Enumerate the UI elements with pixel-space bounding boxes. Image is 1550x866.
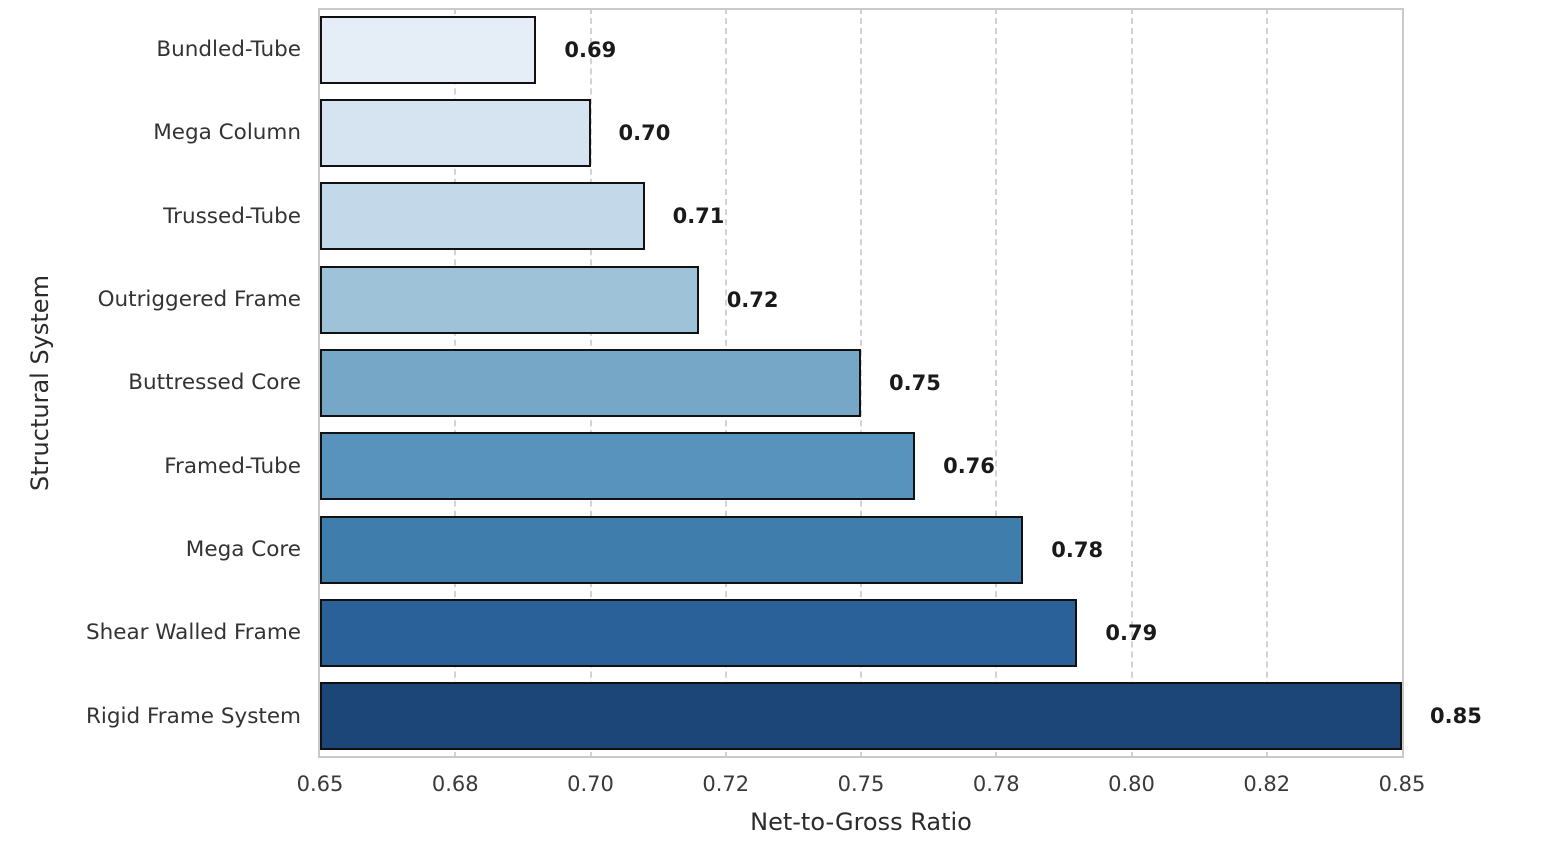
bar bbox=[320, 682, 1402, 751]
value-label: 0.70 bbox=[618, 120, 671, 145]
bar-row: Rigid Frame System 0.85 bbox=[86, 675, 1482, 758]
x-tick-label: 0.68 bbox=[431, 772, 479, 796]
value-label: 0.75 bbox=[889, 370, 941, 395]
value-label: 0.76 bbox=[943, 454, 995, 479]
bar-row: Mega Column 0.70 bbox=[153, 91, 1404, 174]
category-label: Rigid Frame System bbox=[85, 703, 301, 729]
value-label: 0.85 bbox=[1430, 704, 1482, 729]
value-label: 0.72 bbox=[726, 287, 779, 312]
category-label: Mega Core bbox=[185, 537, 301, 563]
bar-row: Framed-Tube 0.76 bbox=[164, 425, 1404, 508]
bar bbox=[320, 599, 1078, 668]
value-label: 0.79 bbox=[1105, 620, 1158, 645]
x-tick-label: 0.75 bbox=[837, 772, 885, 796]
bar bbox=[320, 432, 916, 501]
x-tick-label: 0.78 bbox=[972, 772, 1020, 796]
x-tick-label: 0.65 bbox=[296, 772, 344, 796]
bar bbox=[320, 515, 1024, 584]
bar-row: Shear Walled Frame 0.79 bbox=[86, 591, 1404, 674]
bar-row: Buttressed Core 0.75 bbox=[128, 341, 1404, 424]
value-label: 0.71 bbox=[672, 204, 725, 229]
value-label: 0.78 bbox=[1051, 537, 1104, 562]
category-label: Shear Walled Frame bbox=[85, 620, 301, 646]
bar bbox=[320, 349, 861, 418]
bar bbox=[320, 99, 591, 168]
gridline bbox=[1130, 8, 1133, 758]
category-label: Mega Column bbox=[153, 120, 301, 146]
bar bbox=[320, 265, 699, 334]
x-tick-label: 0.82 bbox=[1243, 772, 1291, 796]
gridline bbox=[1265, 8, 1268, 758]
category-label: Framed-Tube bbox=[164, 453, 301, 479]
x-tick-label: 0.70 bbox=[567, 772, 614, 796]
bar-row: Mega Core 0.78 bbox=[186, 508, 1404, 591]
bar-row: Trussed-Tube 0.71 bbox=[163, 175, 1404, 258]
x-tick-label: 0.85 bbox=[1378, 772, 1426, 796]
bar bbox=[320, 15, 537, 84]
x-tick-label: 0.80 bbox=[1108, 772, 1155, 796]
category-label: Buttressed Core bbox=[128, 370, 301, 396]
category-label: Outriggered Frame bbox=[97, 287, 301, 313]
bar-row: Bundled-Tube 0.69 bbox=[156, 8, 1404, 91]
gridline bbox=[995, 8, 998, 758]
value-label: 0.69 bbox=[564, 37, 617, 62]
category-label: Bundled-Tube bbox=[156, 37, 301, 63]
x-tick-label: 0.72 bbox=[702, 772, 750, 796]
gridline bbox=[860, 8, 862, 758]
x-axis-title: Net-to-Gross Ratio bbox=[750, 808, 972, 836]
plot-area: Bundled-Tube 0.69 Mega Column 0.70 Trussed-T… bbox=[86, 8, 1482, 758]
category-label: Trussed-Tube bbox=[163, 203, 301, 229]
bar bbox=[320, 182, 645, 251]
bar-row: Outriggered Frame 0.72 bbox=[98, 258, 1404, 341]
